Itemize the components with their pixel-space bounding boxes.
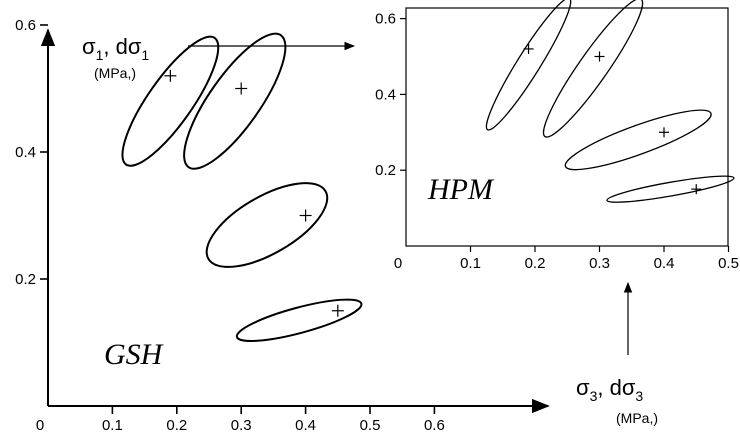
data-point	[331, 304, 344, 317]
confidence-ellipse	[121, 35, 220, 167]
x-tick-label: 0.5	[360, 417, 381, 434]
confidence-ellipse	[205, 182, 329, 268]
data-point	[659, 127, 669, 138]
x-tick-label: 0.3	[231, 417, 252, 434]
confidence-ellipse	[606, 175, 735, 203]
origin-label: 0	[394, 255, 402, 272]
x-tick-label: 0.2	[525, 255, 546, 272]
y-tick-label: 0.4	[375, 86, 396, 103]
x-tick-label: 0.3	[589, 255, 610, 272]
x-tick-label: 0.5	[718, 255, 739, 272]
x-tick-label: 0.4	[654, 255, 675, 272]
confidence-ellipse	[564, 109, 712, 171]
confidence-ellipse	[183, 32, 287, 170]
y-axis-label: σ1, dσ1	[82, 34, 149, 63]
inset-marks	[485, 0, 735, 203]
y-tick-label: 0.2	[375, 162, 396, 179]
confidence-ellipse	[542, 0, 644, 138]
y-axis-unit: (MPa,)	[94, 65, 136, 81]
x-tick-label: 0.1	[460, 255, 481, 272]
inset-frame	[405, 7, 729, 247]
x-axis-unit: (MPa,)	[616, 410, 658, 426]
x-axis-label: σ3, dσ3	[576, 375, 643, 404]
data-point	[691, 184, 702, 195]
confidence-ellipse	[485, 0, 572, 131]
x-tick-label: 0.4	[295, 417, 316, 434]
data-point	[299, 209, 312, 222]
inset-annotation: HPM	[427, 173, 495, 206]
origin-label: 0	[36, 417, 44, 434]
y-tick-label: 0.6	[15, 17, 36, 34]
data-point	[523, 43, 534, 54]
confidence-ellipse	[235, 298, 363, 342]
main-annotation: GSH	[104, 338, 165, 371]
y-tick-label: 0.2	[15, 271, 36, 288]
main-marks	[121, 32, 363, 342]
inset-ticks: 0 0.1 0.2 0.3 0.4 0.5 0.2 0.4 0.6	[375, 11, 739, 272]
main-ticks: 00.10.20.30.40.50.60.20.40.60.8	[15, 17, 445, 434]
data-point	[164, 69, 177, 82]
x-tick-label: 0.2	[166, 417, 187, 434]
data-point	[594, 51, 605, 62]
y-tick-label: 0.4	[15, 144, 36, 161]
y-tick-label: 0.6	[375, 11, 396, 28]
x-tick-label: 0.1	[102, 417, 123, 434]
data-point	[235, 82, 248, 95]
x-tick-label: 0.6	[424, 417, 445, 434]
